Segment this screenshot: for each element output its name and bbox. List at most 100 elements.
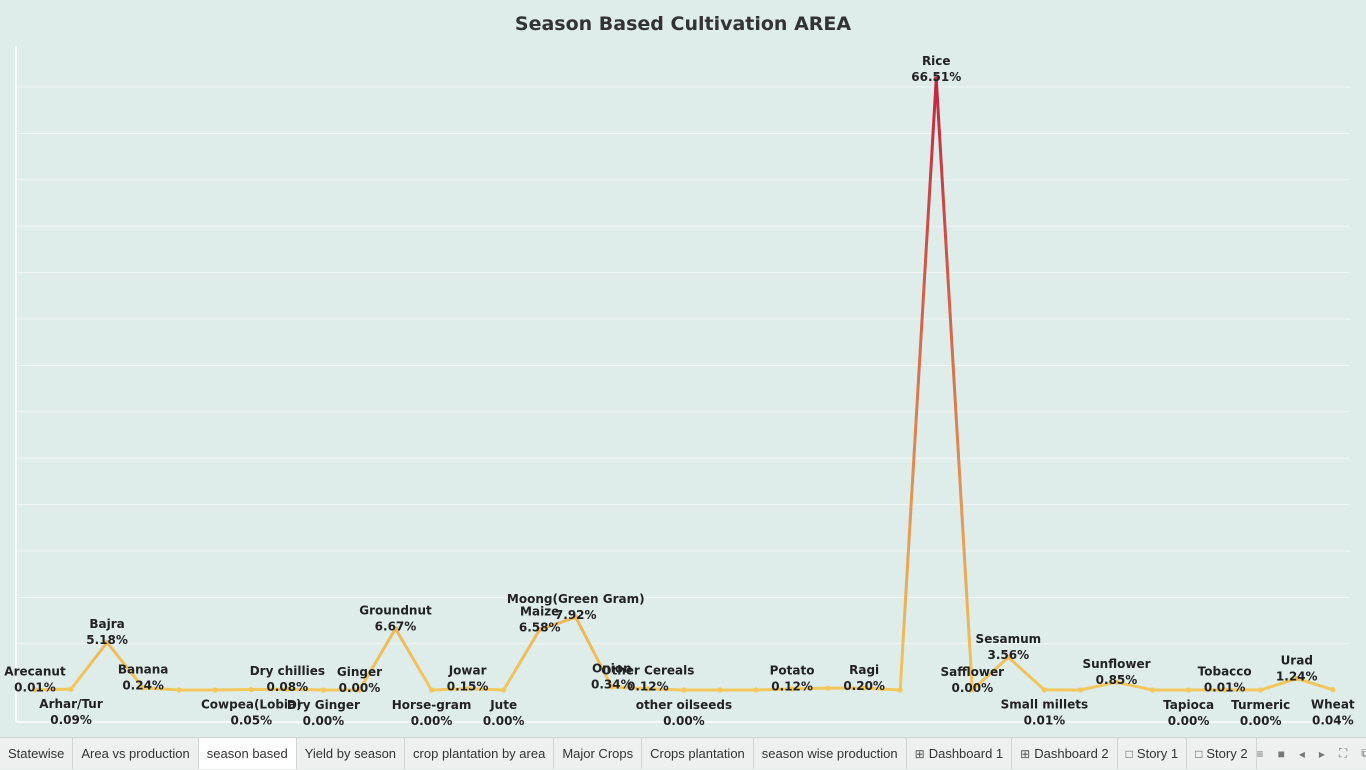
data-point[interactable]: [501, 687, 506, 692]
data-label-value: 0.15%: [447, 679, 489, 693]
data-label-name: Groundnut: [359, 604, 432, 618]
data-label-name: Safflower: [941, 665, 1005, 679]
tab-crops-plantation[interactable]: Crops plantation: [642, 738, 754, 769]
data-point[interactable]: [898, 687, 903, 692]
tab-story-1[interactable]: □ Story 1: [1118, 738, 1187, 769]
data-label-value: 66.51%: [911, 70, 961, 84]
data-label-name: Horse-gram: [392, 698, 472, 712]
data-label-value: 0.01%: [14, 681, 56, 695]
tab-story-2[interactable]: □Story 2: [1187, 738, 1256, 769]
fullscreen-icon[interactable]: ⧉: [1361, 746, 1366, 761]
data-label-value: 0.85%: [1096, 673, 1138, 687]
tab-label: crop plantation by area: [413, 746, 545, 761]
tab-yield-by-season[interactable]: Yield by season: [297, 738, 405, 769]
tab-statewise[interactable]: Statewise: [0, 738, 73, 769]
data-label-value: 0.00%: [951, 681, 993, 695]
data-label-value: 0.00%: [339, 681, 381, 695]
data-label-name: Arhar/Tur: [39, 697, 103, 711]
data-point[interactable]: [1186, 687, 1191, 692]
data-label-value: 0.00%: [411, 714, 453, 728]
data-label-value: 5.18%: [86, 633, 128, 647]
data-label-name: Dry chillies: [250, 664, 325, 678]
data-point[interactable]: [68, 687, 73, 692]
data-label-value: 0.08%: [267, 680, 309, 694]
data-label-name: Urad: [1281, 653, 1313, 667]
data-point[interactable]: [213, 687, 218, 692]
series-line-segment: [71, 642, 107, 689]
data-label-name: Wheat: [1311, 697, 1355, 711]
data-label-name: Tobacco: [1198, 665, 1252, 679]
dashboard-icon: ⊞: [915, 747, 925, 761]
tab-label: Crops plantation: [650, 746, 745, 761]
data-label-name: Arecanut: [4, 665, 66, 679]
series-line-segment: [900, 79, 936, 690]
data-label-name: Sesamum: [976, 632, 1042, 646]
data-label-name: Dry Ginger: [287, 698, 360, 712]
tab-dashboard-1[interactable]: ⊞ Dashboard 1: [907, 738, 1013, 769]
data-label-value: 0.09%: [50, 713, 92, 727]
data-point[interactable]: [681, 687, 686, 692]
data-label-name: Banana: [118, 663, 169, 677]
data-label-name: Tapioca: [1163, 698, 1214, 712]
data-label-value: 0.01%: [1204, 681, 1246, 695]
tab-label: Major Crops: [562, 746, 633, 761]
data-point[interactable]: [177, 687, 182, 692]
tab-dashboard-2[interactable]: ⊞Dashboard 2: [1012, 738, 1118, 769]
data-point[interactable]: [753, 687, 758, 692]
story-icon: □: [1126, 747, 1133, 761]
data-point[interactable]: [1330, 687, 1335, 692]
data-label-name: Small millets: [1001, 698, 1089, 712]
data-label-name: Maize: [520, 604, 559, 618]
tab-major-crops[interactable]: Major Crops: [554, 738, 642, 769]
show-filmstrip-icon[interactable]: ≡: [1257, 747, 1264, 761]
data-label-name: Ginger: [337, 665, 382, 679]
story-icon: □: [1195, 747, 1202, 761]
data-label-value: 0.12%: [627, 680, 669, 694]
tab-area-vs-production[interactable]: Area vs production: [73, 738, 198, 769]
data-point[interactable]: [1258, 687, 1263, 692]
series-line-segment: [396, 629, 432, 690]
data-label-value: 1.24%: [1276, 669, 1318, 683]
tab-label: Area vs production: [81, 746, 189, 761]
data-label-name: Jowar: [448, 663, 487, 677]
tab-label: Story 1: [1137, 746, 1178, 761]
tab-label: Dashboard 1: [929, 746, 1003, 761]
data-point[interactable]: [826, 686, 831, 691]
data-label-value: 0.05%: [230, 713, 272, 727]
data-label-value: 3.56%: [988, 648, 1030, 662]
scroll-left-icon[interactable]: ◂: [1299, 747, 1305, 761]
data-label-name: Rice: [922, 54, 951, 68]
data-label-name: Jute: [489, 698, 517, 712]
series-line-segment: [936, 79, 972, 690]
tab-season-based[interactable]: season based: [199, 738, 297, 769]
data-label-name: Ragi: [849, 663, 879, 677]
data-point[interactable]: [249, 687, 254, 692]
data-label-name: Bajra: [89, 617, 124, 631]
tab-label: Yield by season: [305, 746, 396, 761]
data-label-value: 6.67%: [375, 620, 417, 634]
data-point[interactable]: [429, 687, 434, 692]
show-tabs-icon[interactable]: ■: [1278, 747, 1285, 761]
data-label-value: 0.00%: [1168, 714, 1210, 728]
data-point[interactable]: [321, 687, 326, 692]
data-label-name: Other Cereals: [601, 664, 694, 678]
data-label-value: 0.01%: [1024, 714, 1066, 728]
tab-label: Dashboard 2: [1034, 746, 1108, 761]
data-label-name: Turmeric: [1231, 698, 1290, 712]
sheet-tab-bar: Statewise Area vs production season based Y…: [0, 737, 1366, 769]
data-label-value: 0.00%: [303, 714, 345, 728]
scroll-right-icon[interactable]: ▸: [1319, 747, 1325, 761]
tab-label: Statewise: [8, 746, 64, 761]
data-label-name: Sunflower: [1082, 657, 1150, 671]
data-point[interactable]: [1078, 687, 1083, 692]
data-label-value: 0.00%: [663, 714, 705, 728]
data-point[interactable]: [1150, 687, 1155, 692]
tab-season-wise-production[interactable]: season wise production: [754, 738, 907, 769]
data-point[interactable]: [717, 687, 722, 692]
fit-icon[interactable]: ⛶: [1339, 746, 1347, 761]
line-chart: Arecanut 0.01% Arhar/Tur 0.09% Bajra 5.18% Ban…: [0, 0, 1366, 737]
tab-label: season wise production: [762, 746, 898, 761]
tab-crop-plantation-by-area[interactable]: crop plantation by area: [405, 738, 554, 769]
data-point[interactable]: [1042, 687, 1047, 692]
